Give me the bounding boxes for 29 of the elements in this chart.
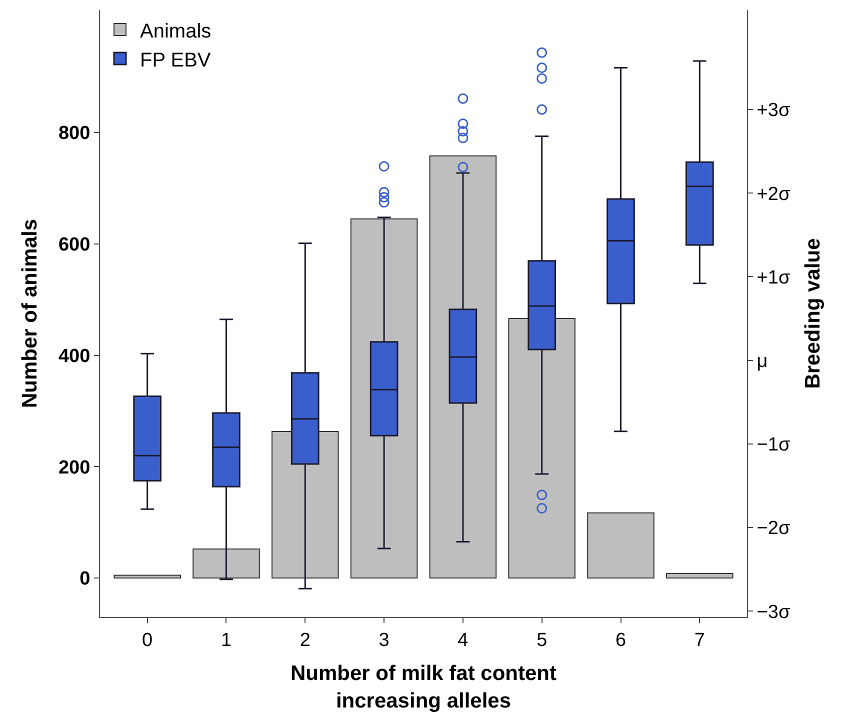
x-axis-title: Number of milk fat content increasing alleles: [290, 662, 557, 712]
y-tick-label: 600: [58, 234, 90, 256]
legend-label: Animals: [140, 20, 212, 42]
x-tick-label: 7: [694, 630, 705, 651]
y2-tick-label: +1σ: [756, 267, 790, 288]
y-tick-label: 0: [80, 568, 90, 590]
y-tick-label: 800: [58, 123, 90, 144]
x-tick-label: 3: [378, 630, 390, 651]
bar: [114, 574, 181, 579]
y2-tick-label: −1σ: [756, 434, 790, 456]
y2-tick-label: μ: [756, 350, 768, 372]
x-tick-label: 4: [458, 630, 469, 651]
x-tick-label: 1: [220, 630, 232, 651]
x-tick-label: 6: [615, 630, 626, 651]
legend-label: FP EBV: [140, 49, 212, 72]
bar: [666, 573, 734, 579]
x-tick-label: 5: [536, 630, 548, 651]
y2-tick-label: −2σ: [756, 518, 790, 540]
y-axis-title: Number of animals: [18, 218, 42, 408]
y2-axis-title: Breeding value: [802, 238, 825, 389]
y2-tick-label: +3σ: [756, 100, 790, 122]
y2-tick-label: +2σ: [756, 184, 790, 205]
y-tick-label: 200: [58, 457, 90, 478]
bar: [587, 512, 654, 579]
bar: [192, 548, 260, 579]
y-tick-label: 400: [58, 346, 90, 367]
y2-tick-label: −3σ: [756, 602, 790, 623]
x-tick-label: 0: [142, 630, 153, 651]
x-tick-label: 2: [300, 630, 310, 651]
